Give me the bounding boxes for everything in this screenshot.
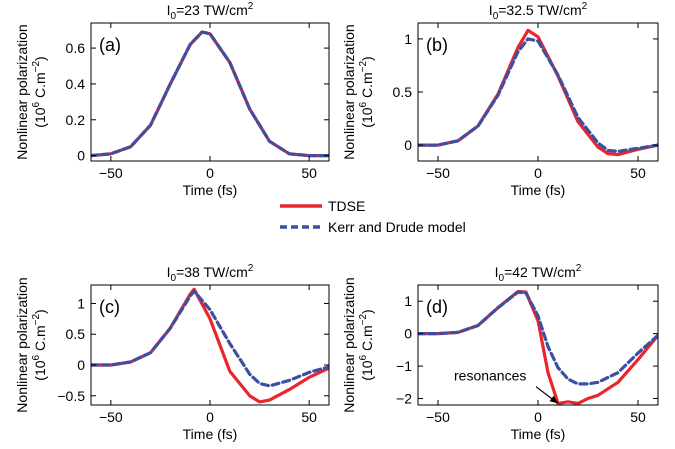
series-line-tdse <box>418 289 658 405</box>
x-tick-label: −50 <box>99 409 123 425</box>
x-axis-label: Time (fs) <box>183 182 238 198</box>
y-tick-label: 0.5 <box>66 326 86 342</box>
chart-panel: I0=23 TW/cm2 −50 0 50 0 0.2 0.4 0.6 Time (fs) Non… <box>14 1 330 198</box>
series-line-kerr <box>418 290 658 386</box>
y-tick-label: −0.5 <box>57 388 85 404</box>
y-tick-label: 0 <box>77 148 85 164</box>
y-axis-label: Nonlinear polarization <box>14 24 30 159</box>
y-tick-label: 0.5 <box>393 84 413 100</box>
x-tick-label: 50 <box>301 409 317 425</box>
x-tick-label: 0 <box>206 409 214 425</box>
series-line-kerr <box>91 289 329 388</box>
x-tick-label: −50 <box>426 165 450 181</box>
panel-title: I0=32.5 TW/cm2 <box>489 1 588 22</box>
x-tick-label: 0 <box>534 165 542 181</box>
x-tick-label: 50 <box>301 165 317 181</box>
y-tick-label: 0.6 <box>66 40 86 56</box>
y-tick-label: 1 <box>404 293 412 309</box>
y-tick-label: −1 <box>396 358 412 374</box>
y-tick-label: 0 <box>404 137 412 153</box>
panel-title: I0=42 TW/cm2 <box>495 263 582 284</box>
axes-frame <box>417 284 659 406</box>
y-tick-label: 0.4 <box>66 76 86 92</box>
y-tick-label: 1 <box>77 295 85 311</box>
x-tick-label: −50 <box>426 409 450 425</box>
y-axis-unit: (106 C.m−2) <box>31 56 48 127</box>
panels: I0=23 TW/cm2 −50 0 50 0 0.2 0.4 0.6 Time (fs) Non… <box>14 1 659 442</box>
annotation-text: resonances <box>454 368 526 384</box>
y-axis-label: Nonlinear polarization <box>341 24 357 159</box>
x-tick-label: 50 <box>630 409 646 425</box>
y-tick-label: 1 <box>404 31 412 47</box>
chart-panel: I0=32.5 TW/cm2 −50 0 50 0 0.5 1 Time (fs) Nonlin… <box>341 1 659 198</box>
x-axis-label: Time (fs) <box>511 182 566 198</box>
x-axis-label: Time (fs) <box>511 426 566 442</box>
legend-label-tdse: TDSE <box>328 198 365 214</box>
x-tick-label: −50 <box>99 165 123 181</box>
y-axis-label: Nonlinear polarization <box>341 277 357 412</box>
y-tick-label: −2 <box>396 391 412 407</box>
panel-label: (d) <box>426 297 448 317</box>
series-line-kerr <box>91 30 329 158</box>
annotation-arrowhead <box>549 395 558 404</box>
series-line-tdse <box>91 30 329 158</box>
panel-label: (c) <box>99 297 120 317</box>
series-line-tdse <box>418 28 658 157</box>
y-tick-label: 0 <box>77 357 85 373</box>
chart-panel: I0=42 TW/cm2 −50 0 50 −2 −1 0 1 Time (fs) Nonline… <box>341 263 659 442</box>
y-axis-label: Nonlinear polarization <box>14 277 30 412</box>
legend-label-kerr: Kerr and Drude model <box>328 219 466 235</box>
x-tick-label: 50 <box>630 165 646 181</box>
y-axis-unit: (106 C.m−2) <box>358 56 375 127</box>
y-axis-unit: (106 C.m−2) <box>358 309 375 380</box>
panel-title: I0=38 TW/cm2 <box>167 263 254 284</box>
series-line-kerr <box>418 37 658 153</box>
y-tick-label: 0 <box>404 326 412 342</box>
panel-label: (b) <box>426 35 448 55</box>
y-axis-unit: (106 C.m−2) <box>31 309 48 380</box>
panel-title: I0=23 TW/cm2 <box>167 1 254 22</box>
x-tick-label: 0 <box>534 409 542 425</box>
chart-panel: I0=38 TW/cm2 −50 0 50 −0.5 0 0.5 1 Time (fs) Nonl… <box>14 263 330 442</box>
x-tick-label: 0 <box>206 165 214 181</box>
series-line-tdse <box>91 287 329 404</box>
axes-frame <box>90 22 330 162</box>
x-axis-label: Time (fs) <box>183 426 238 442</box>
legend: TDSE Kerr and Drude model <box>280 198 466 235</box>
panel-label: (a) <box>99 35 121 55</box>
y-tick-label: 0.2 <box>66 112 86 128</box>
